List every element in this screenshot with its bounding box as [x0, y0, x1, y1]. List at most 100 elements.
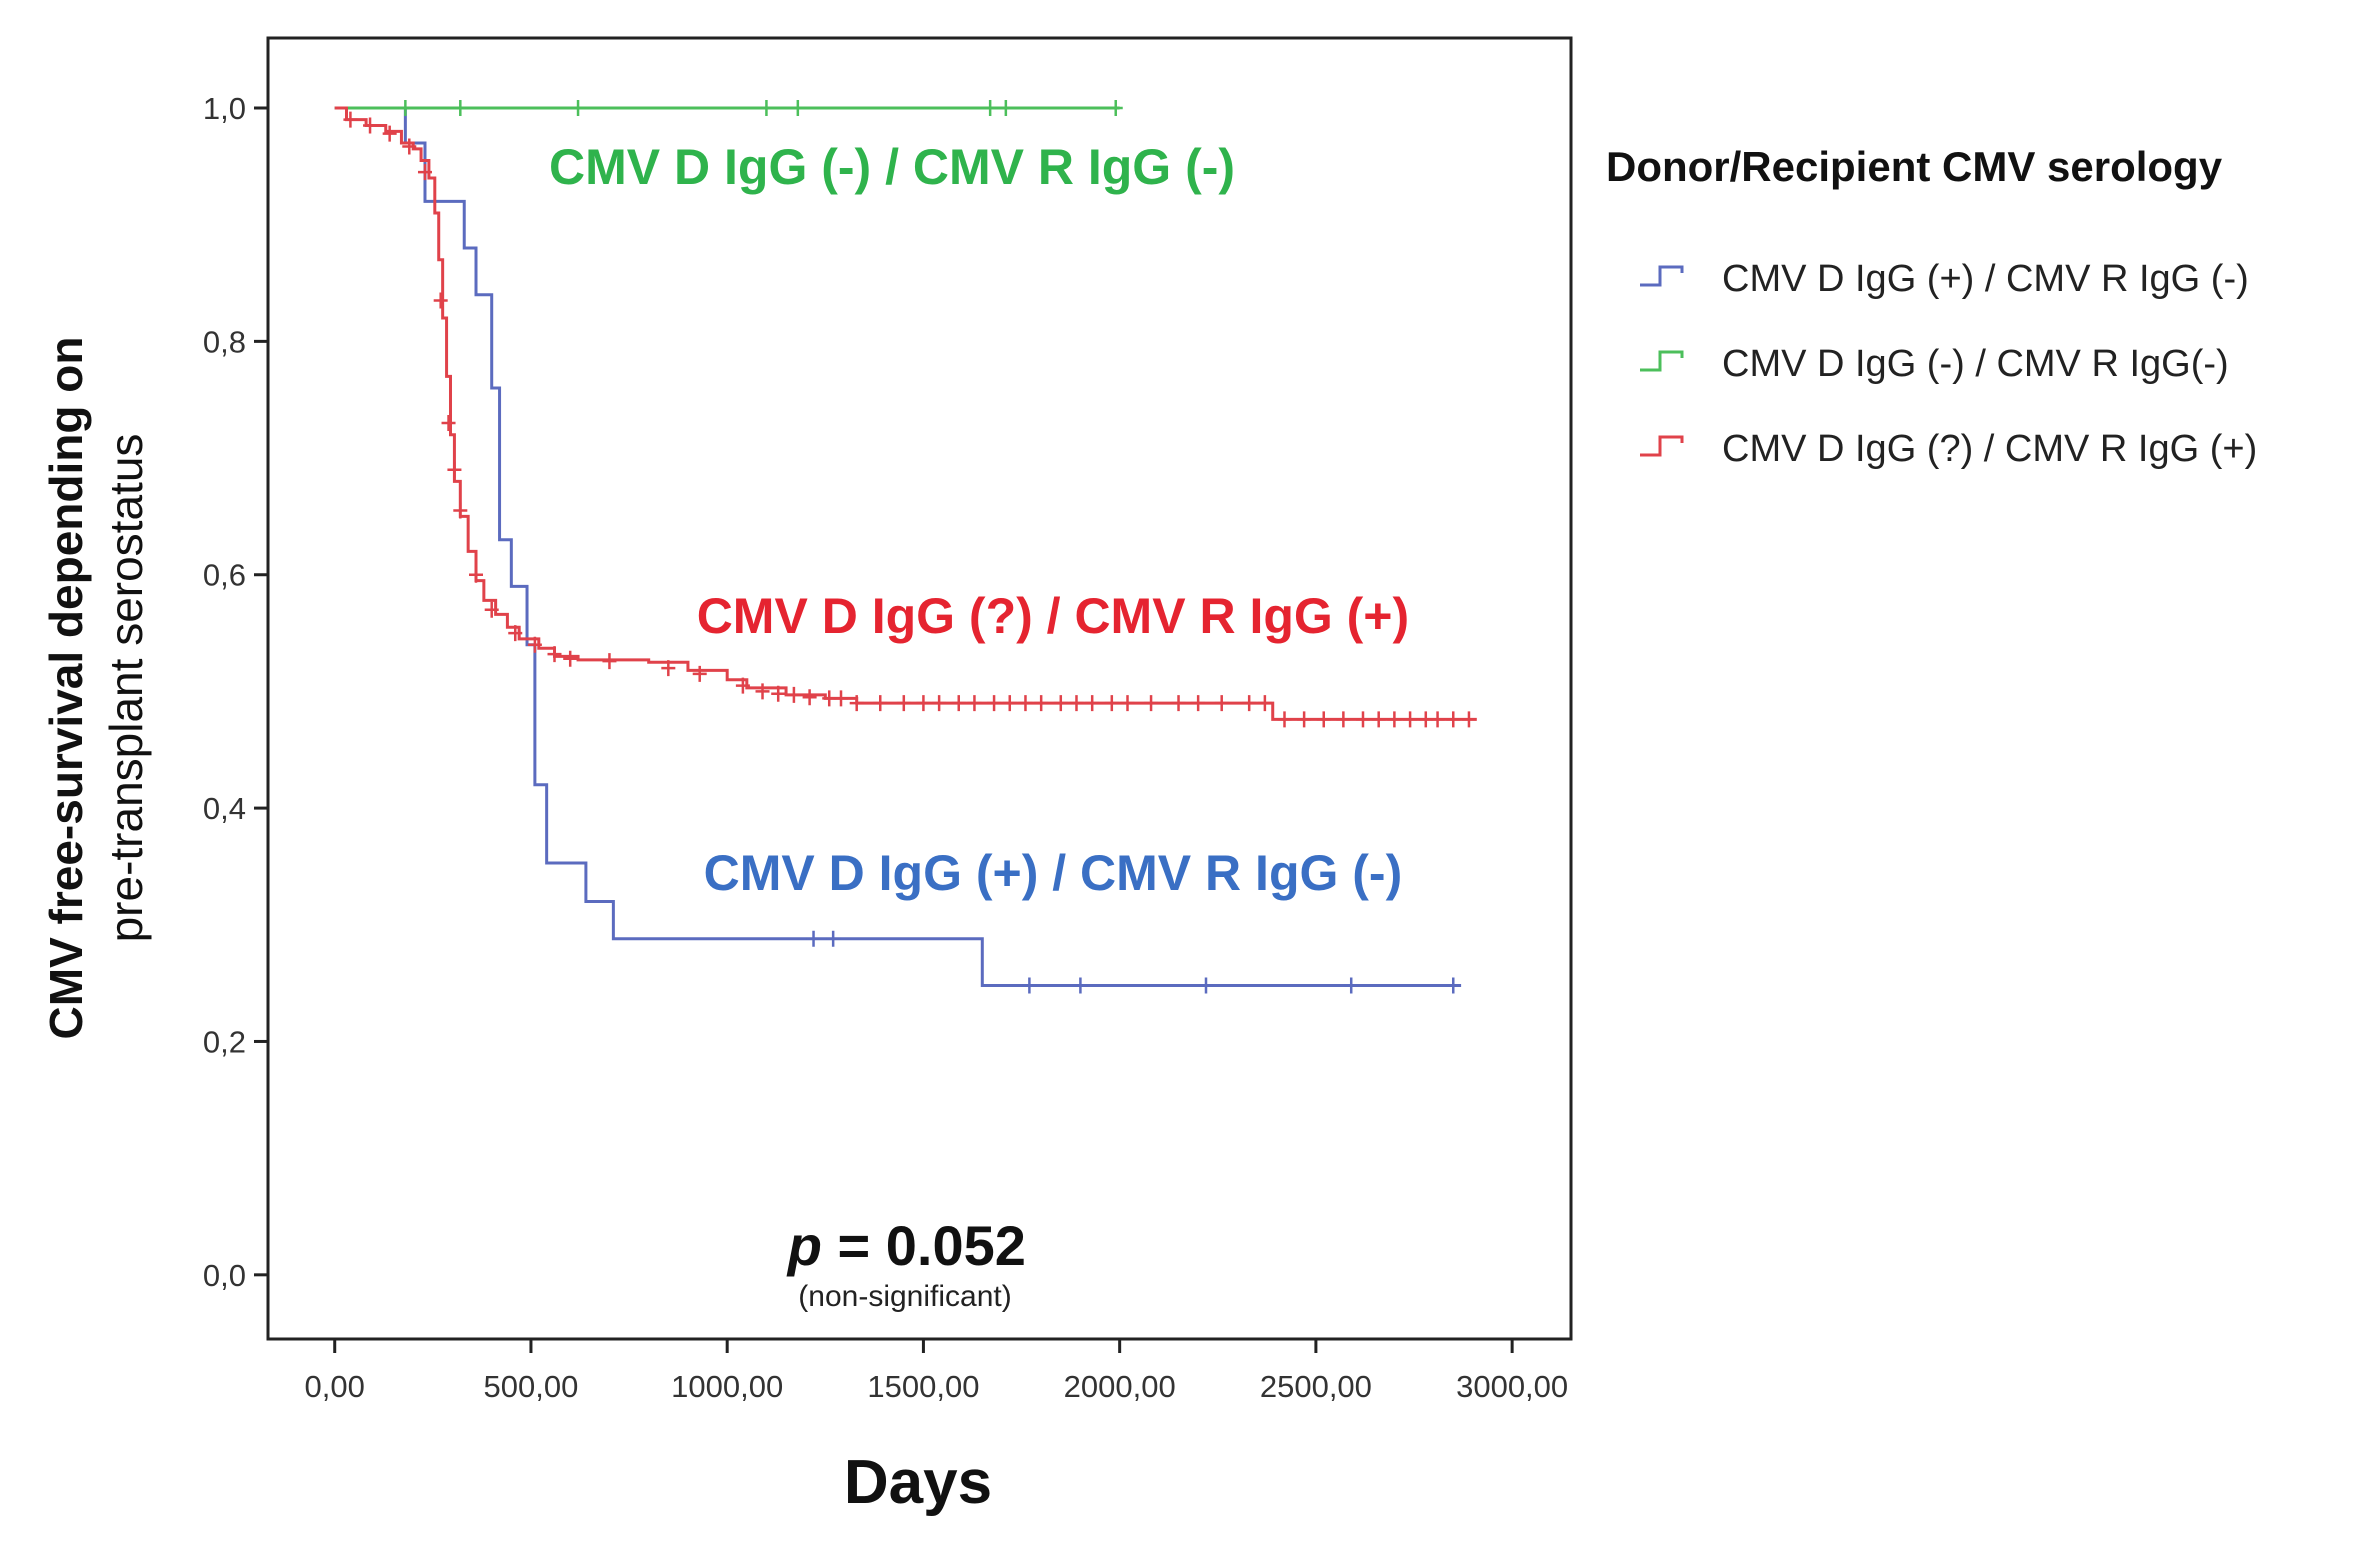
- censor-mark: [1214, 695, 1229, 712]
- censor-mark: [735, 677, 750, 694]
- censor-mark: [1371, 711, 1386, 728]
- censor-mark: [692, 665, 707, 682]
- censor-mark: [1418, 711, 1433, 728]
- legend-swatch: [1640, 265, 1684, 287]
- censor-mark: [602, 653, 617, 670]
- censor-mark: [453, 100, 468, 117]
- y-axis: 0,0 0,2 0,4 0,6 0,8 1,0: [203, 91, 268, 1293]
- y-tick-label: 0,6: [203, 558, 246, 593]
- censor-mark: [1018, 695, 1033, 712]
- x-axis-label: Days: [844, 1448, 992, 1517]
- censor-mark: [1069, 695, 1084, 712]
- censor-mark: [951, 695, 966, 712]
- y-tick-label: 0,2: [203, 1024, 246, 1059]
- series-line-2: [334, 106, 1477, 721]
- y-tick-label: 0,8: [203, 324, 246, 359]
- censor-mark: [998, 100, 1013, 117]
- censor-mark: [508, 625, 523, 642]
- censor-mark: [1022, 977, 1037, 994]
- plot-frame: [266, 36, 1573, 1341]
- censor-mark: [1461, 711, 1476, 728]
- censor-mark: [402, 138, 417, 155]
- censor-mark: [571, 100, 586, 117]
- p-value: p = 0.052: [786, 1214, 1026, 1277]
- censor-mark: [484, 601, 499, 618]
- censor-mark: [1053, 695, 1068, 712]
- annotation-layer: CMV D IgG (-) / CMV R IgG (-) CMV D IgG (…: [549, 139, 1409, 901]
- censor-mark: [1120, 695, 1135, 712]
- censor-mark: [1191, 695, 1206, 712]
- x-tick-label: 0,00: [305, 1369, 365, 1404]
- censor-mark: [563, 650, 578, 667]
- censor-mark: [983, 100, 998, 117]
- censor-mark: [849, 695, 864, 712]
- x-tick-label: 1500,00: [867, 1369, 979, 1404]
- censor-mark: [1257, 695, 1272, 712]
- censor-mark: [1171, 695, 1186, 712]
- censor-mark: [469, 566, 484, 583]
- censor-mark: [1085, 695, 1100, 712]
- censor-mark: [433, 292, 448, 309]
- y-axis-label-line1: CMV free-survival depending on: [40, 337, 92, 1040]
- x-tick-label: 1000,00: [671, 1369, 783, 1404]
- censor-mark: [786, 686, 801, 703]
- censor-mark: [398, 100, 413, 117]
- y-tick-label: 0,4: [203, 791, 246, 826]
- censor-mark: [343, 111, 358, 128]
- censor-mark: [661, 660, 676, 677]
- y-axis-label: CMV free-survival depending on pre-trans…: [40, 337, 152, 1040]
- censor-mark: [759, 100, 774, 117]
- y-axis-label-line2: pre-transplant serostatus: [100, 434, 152, 943]
- censor-mark: [1387, 711, 1402, 728]
- censor-mark: [873, 695, 888, 712]
- censor-mark: [987, 695, 1002, 712]
- legend-swatch: [1640, 350, 1684, 372]
- censor-mark: [1199, 977, 1213, 994]
- censor-mark: [453, 502, 468, 519]
- censor-mark: [822, 690, 837, 707]
- p-value-note: (non-significant): [798, 1280, 1011, 1313]
- censor-mark: [1277, 711, 1292, 728]
- censor-mark: [1355, 711, 1370, 728]
- censor-mark: [441, 415, 456, 432]
- x-tick-label: 2000,00: [1064, 1369, 1176, 1404]
- curve-annotation: CMV D IgG (+) / CMV R IgG (-): [704, 845, 1403, 901]
- censor-mark: [447, 461, 462, 478]
- censor-mark: [1336, 711, 1351, 728]
- x-tick-label: 500,00: [484, 1369, 579, 1404]
- legend-label: CMV D IgG (-) / CMV R IgG(-): [1722, 343, 2229, 385]
- censor-mark: [896, 695, 911, 712]
- p-value-symbol: p: [786, 1214, 822, 1277]
- series-layer: [334, 100, 1477, 994]
- y-tick-label: 0,0: [203, 1258, 246, 1293]
- censor-mark: [1034, 695, 1049, 712]
- censor-mark: [802, 689, 817, 706]
- censor-mark: [932, 695, 947, 712]
- censor-mark: [547, 646, 562, 663]
- x-axis: 0,00 500,00 1000,00 1500,00 2000,00 2500,00 30…: [305, 1339, 1568, 1404]
- curve-annotation: CMV D IgG (-) / CMV R IgG (-): [549, 139, 1235, 195]
- legend-swatch: [1640, 435, 1684, 457]
- x-tick-label: 3000,00: [1456, 1369, 1568, 1404]
- censor-mark: [417, 164, 432, 181]
- legend-label: CMV D IgG (+) / CMV R IgG (-): [1722, 258, 2249, 300]
- censor-mark: [1108, 100, 1123, 117]
- censor-mark: [916, 695, 931, 712]
- censor-mark: [755, 683, 770, 700]
- censor-mark: [1446, 977, 1461, 994]
- censor-mark: [1002, 695, 1017, 712]
- censor-mark: [1403, 711, 1418, 728]
- censor-mark: [1297, 711, 1312, 728]
- censor-mark: [1316, 711, 1331, 728]
- censor-mark: [527, 636, 542, 653]
- censor-mark: [1430, 711, 1445, 728]
- censor-mark: [834, 690, 849, 707]
- censor-mark: [1344, 977, 1359, 994]
- legend-title: Donor/Recipient CMV serology: [1606, 143, 2223, 190]
- curve-annotation: CMV D IgG (?) / CMV R IgG (+): [697, 588, 1409, 644]
- censor-mark: [790, 100, 805, 117]
- censor-mark: [1104, 695, 1119, 712]
- x-tick-label: 2500,00: [1260, 1369, 1372, 1404]
- censor-mark: [771, 685, 786, 702]
